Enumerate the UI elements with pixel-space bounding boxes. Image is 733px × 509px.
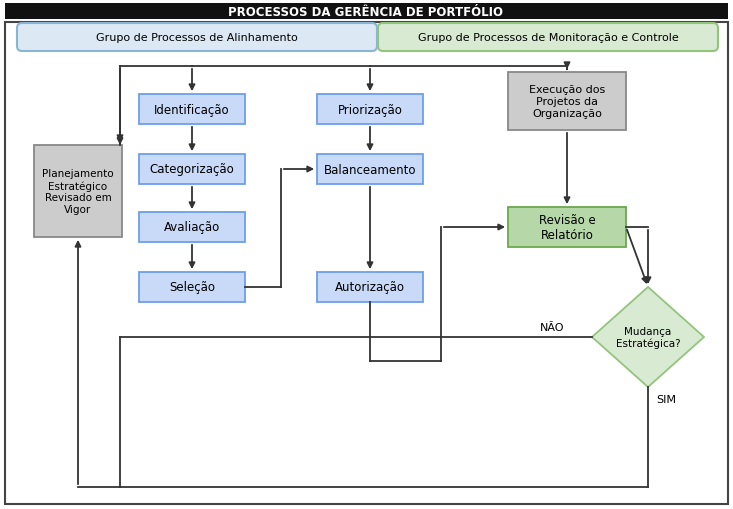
- FancyBboxPatch shape: [508, 208, 626, 247]
- Polygon shape: [592, 288, 704, 387]
- FancyBboxPatch shape: [139, 213, 245, 242]
- FancyBboxPatch shape: [508, 73, 626, 131]
- Text: Autorização: Autorização: [335, 281, 405, 294]
- Text: Avaliação: Avaliação: [164, 221, 220, 234]
- FancyBboxPatch shape: [34, 146, 122, 238]
- FancyBboxPatch shape: [5, 4, 728, 20]
- FancyBboxPatch shape: [317, 272, 423, 302]
- FancyBboxPatch shape: [139, 155, 245, 185]
- Text: Revisão e
Relatório: Revisão e Relatório: [539, 214, 595, 242]
- Text: Identificação: Identificação: [154, 103, 230, 116]
- Text: SIM: SIM: [656, 394, 676, 404]
- FancyBboxPatch shape: [139, 272, 245, 302]
- FancyBboxPatch shape: [317, 95, 423, 125]
- Text: Seleção: Seleção: [169, 281, 215, 294]
- FancyBboxPatch shape: [317, 155, 423, 185]
- FancyBboxPatch shape: [139, 95, 245, 125]
- Text: Balanceamento: Balanceamento: [324, 163, 416, 176]
- Text: Priorização: Priorização: [338, 103, 402, 116]
- Text: Planejamento
Estratégico
Revisado em
Vigor: Planejamento Estratégico Revisado em Vig…: [43, 169, 114, 214]
- FancyBboxPatch shape: [17, 24, 377, 52]
- Text: Categorização: Categorização: [150, 163, 235, 176]
- Text: Grupo de Processos de Alinhamento: Grupo de Processos de Alinhamento: [96, 33, 298, 43]
- Text: Grupo de Processos de Monitoração e Controle: Grupo de Processos de Monitoração e Cont…: [418, 33, 678, 43]
- Text: PROCESSOS DA GERÊNCIA DE PORTFÓLIO: PROCESSOS DA GERÊNCIA DE PORTFÓLIO: [229, 6, 504, 18]
- FancyBboxPatch shape: [378, 24, 718, 52]
- Text: Mudança
Estratégica?: Mudança Estratégica?: [616, 326, 680, 349]
- Text: Execução dos
Projetos da
Organização: Execução dos Projetos da Organização: [529, 85, 605, 119]
- Text: NÃO: NÃO: [539, 322, 564, 332]
